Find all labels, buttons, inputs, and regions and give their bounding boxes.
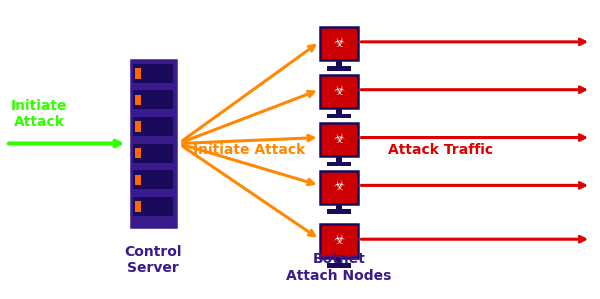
Text: Control
Server: Control Server	[124, 245, 182, 275]
FancyBboxPatch shape	[134, 121, 141, 132]
FancyBboxPatch shape	[320, 170, 358, 204]
FancyBboxPatch shape	[134, 175, 141, 185]
FancyBboxPatch shape	[134, 68, 141, 79]
FancyBboxPatch shape	[336, 156, 342, 162]
Text: Botnet
Attach Nodes: Botnet Attach Nodes	[286, 252, 392, 283]
Text: ☣: ☣	[334, 234, 344, 248]
FancyBboxPatch shape	[320, 224, 358, 258]
FancyBboxPatch shape	[336, 108, 342, 114]
FancyBboxPatch shape	[134, 95, 141, 105]
FancyBboxPatch shape	[328, 263, 350, 268]
Text: ☣: ☣	[334, 181, 344, 194]
FancyBboxPatch shape	[133, 90, 173, 109]
FancyBboxPatch shape	[328, 114, 350, 118]
FancyBboxPatch shape	[133, 170, 173, 189]
FancyBboxPatch shape	[133, 64, 173, 83]
FancyBboxPatch shape	[320, 123, 358, 156]
FancyBboxPatch shape	[133, 117, 173, 136]
Text: ☣: ☣	[334, 133, 344, 146]
FancyBboxPatch shape	[133, 197, 173, 216]
FancyBboxPatch shape	[320, 75, 358, 108]
FancyBboxPatch shape	[336, 204, 342, 210]
Text: Attack Traffic: Attack Traffic	[388, 143, 494, 156]
FancyBboxPatch shape	[320, 27, 358, 60]
FancyBboxPatch shape	[328, 162, 350, 166]
FancyBboxPatch shape	[134, 148, 141, 158]
FancyBboxPatch shape	[133, 144, 173, 163]
FancyBboxPatch shape	[336, 258, 342, 263]
Text: Initiate
Attack: Initiate Attack	[11, 98, 67, 129]
FancyBboxPatch shape	[328, 66, 350, 71]
FancyBboxPatch shape	[336, 60, 342, 66]
Text: ☣: ☣	[334, 37, 344, 50]
FancyBboxPatch shape	[134, 201, 141, 212]
Text: Initiate Attack: Initiate Attack	[193, 143, 305, 156]
FancyBboxPatch shape	[128, 57, 179, 230]
Text: ☣: ☣	[334, 85, 344, 98]
FancyBboxPatch shape	[328, 210, 350, 214]
